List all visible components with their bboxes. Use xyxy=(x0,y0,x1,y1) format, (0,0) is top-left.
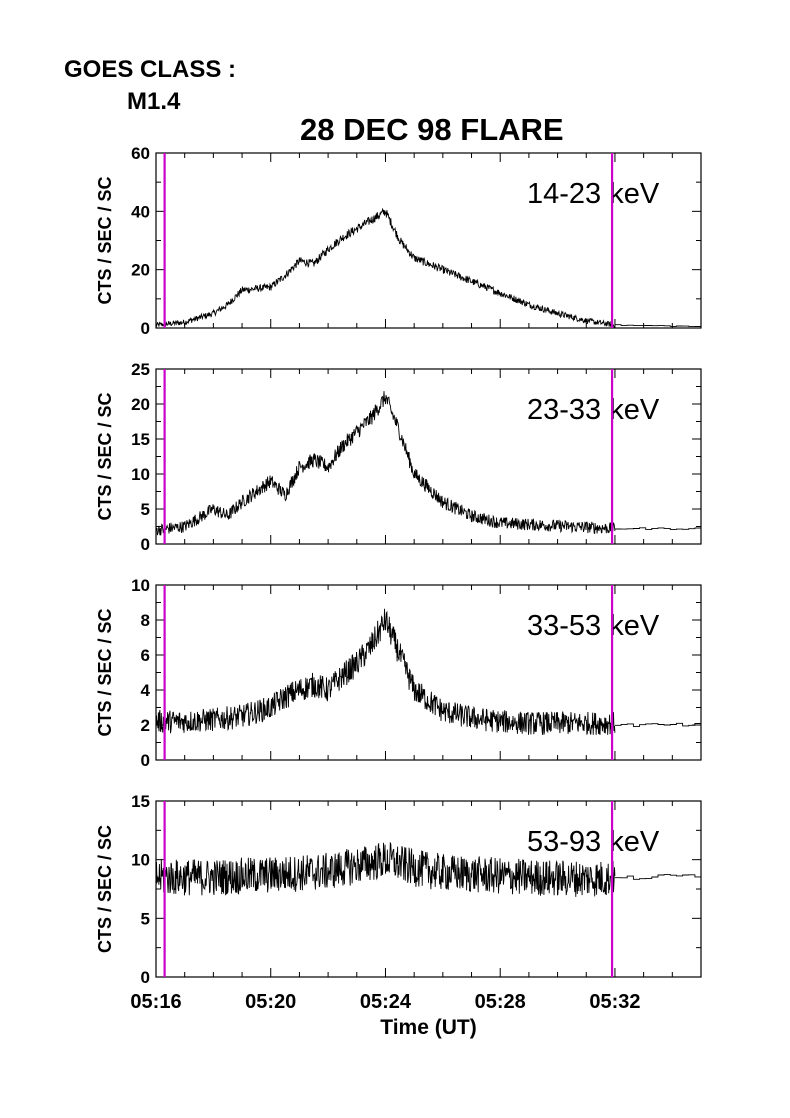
y-tick-label: 0 xyxy=(141,535,150,554)
panel-4: 0 5 10 15 CTS / SEC / SC 53-93 keV 05:16 05:20 0… xyxy=(95,792,702,1039)
y-tick-label: 20 xyxy=(131,261,150,280)
y-tick-label: 25 xyxy=(131,360,150,379)
panel-3: 0 2 4 6 8 10 CTS / SEC / SC 33-53 keV xyxy=(95,576,702,770)
count-rate-tail xyxy=(614,722,702,727)
goes-class-label: GOES CLASS : xyxy=(64,56,237,83)
x-tick-label: 05:16 xyxy=(130,991,181,1013)
energy-band-label: 33-53 keV xyxy=(527,610,660,642)
energy-band-label: 53-93 keV xyxy=(527,826,660,858)
y-tick-label: 5 xyxy=(141,909,150,928)
count-rate-trace xyxy=(155,841,616,897)
y-tick-label: 60 xyxy=(131,144,150,163)
count-rate-trace xyxy=(155,391,616,536)
y-tick-label: 0 xyxy=(141,319,150,338)
y-tick-label: 10 xyxy=(131,576,150,595)
count-rate-tail xyxy=(614,527,702,530)
energy-band-label: 23-33 keV xyxy=(527,394,660,426)
y-tick-label: 8 xyxy=(141,611,150,630)
x-tick-label: 05:24 xyxy=(360,991,412,1013)
count-rate-tail xyxy=(614,324,702,327)
y-tick-label: 15 xyxy=(131,430,150,449)
y-tick-label: 5 xyxy=(141,500,150,519)
y-axis-label: CTS / SEC / SC xyxy=(95,825,115,953)
y-tick-label: 2 xyxy=(141,716,150,735)
y-tick-label: 0 xyxy=(141,751,150,770)
y-axis-label: CTS / SEC / SC xyxy=(95,608,115,736)
y-tick-label: 15 xyxy=(131,792,150,811)
y-tick-label: 6 xyxy=(141,646,150,665)
y-axis-label: CTS / SEC / SC xyxy=(95,176,115,304)
panel-1: 0 20 40 60 CTS / SEC / SC 14-23 keV xyxy=(95,144,702,338)
panel-2: 0 5 10 15 20 25 CTS / SEC / SC 23-33 keV xyxy=(95,360,702,554)
y-tick-label: 10 xyxy=(131,465,150,484)
y-tick-label: 20 xyxy=(131,395,150,414)
y-tick-label: 4 xyxy=(141,681,151,700)
x-tick-label: 05:20 xyxy=(245,991,296,1013)
y-axis-label: CTS / SEC / SC xyxy=(95,392,115,520)
y-tick-label: 10 xyxy=(131,851,150,870)
count-rate-trace xyxy=(155,608,616,735)
x-axis-label: Time (UT) xyxy=(380,1016,476,1039)
goes-class-value: M1.4 xyxy=(127,88,181,115)
y-tick-label: 40 xyxy=(131,202,150,221)
count-rate-tail xyxy=(614,874,702,880)
count-rate-trace xyxy=(155,207,616,329)
plot-title: 28 DEC 98 FLARE xyxy=(300,112,564,147)
y-tick-label: 0 xyxy=(141,968,150,987)
x-tick-label: 05:32 xyxy=(589,991,640,1013)
x-tick-label: 05:28 xyxy=(475,991,526,1013)
energy-band-label: 14-23 keV xyxy=(527,178,660,210)
